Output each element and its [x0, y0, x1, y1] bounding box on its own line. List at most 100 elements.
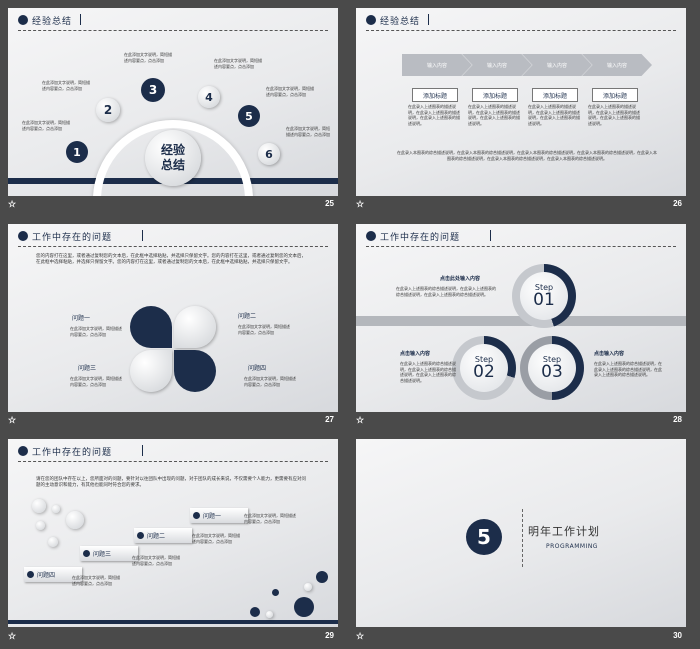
decor-dot — [316, 571, 328, 583]
step-circle-1: 1 — [66, 141, 88, 163]
caption-6: 在此添加文字说明，简短描述内容要点，点击添加 — [286, 126, 330, 137]
step-desc-2: 在此录入上述图表的综合描述说明，在此录入上述图表的综合描述说明，在此录入上述图表… — [400, 361, 456, 383]
chevron-4: 输入内容 — [582, 54, 652, 76]
column-text-1: 在此录入上述图表的描述说明，在此录入上述图表的描述说明，在此录入上述图表的描述说… — [408, 104, 460, 126]
add-title-2: 添加标题 — [472, 88, 518, 102]
star-icon: ☆ — [356, 199, 365, 209]
slide-number: 25 — [325, 199, 334, 208]
intro-text: 您的内容打在这里，或者通过复制您的文本后，在此框中选择粘贴，并选择只保留文字。您… — [36, 254, 306, 265]
problem-1: 问题一 — [72, 315, 91, 322]
decor-bubble — [266, 611, 273, 618]
decor-dot — [250, 607, 260, 617]
problem-caption-3: 在此添加文字说明，简短描述内容要点，点击添加 — [132, 555, 180, 566]
slide-thumbnail-28[interactable]: 工作中存在的问题 Step 01 Step 02 Step 03 点击此处输入内容 在… — [356, 224, 686, 412]
slide-number: 27 — [325, 415, 334, 424]
slide-number: 30 — [673, 631, 682, 640]
step-circle-3: 3 — [141, 78, 165, 102]
add-title-3: 添加标题 — [532, 88, 578, 102]
section-number-circle: 5 — [466, 519, 502, 555]
header-dot-icon — [366, 15, 376, 25]
quad-bottom-right — [174, 350, 216, 392]
center-circle: 经验 总结 — [145, 130, 201, 186]
add-title-1: 添加标题 — [412, 88, 458, 102]
slide-strip-29: ☆ 29 — [8, 630, 338, 644]
slide-thumbnail-29[interactable]: 工作中存在的问题 请在您的团队中存在以上，您所面对的问题，要针对以往团队中出现的… — [8, 439, 338, 627]
slide-number: 28 — [673, 415, 682, 424]
slide-title: 工作中存在的问题 — [32, 448, 113, 458]
star-icon: ☆ — [356, 415, 365, 425]
bottom-bar — [8, 620, 338, 624]
decor-bubble — [32, 499, 46, 513]
problem-tag-2: 问题二 — [134, 528, 192, 543]
section-divider — [522, 509, 523, 567]
slide-strip-28: ☆ 28 — [356, 414, 686, 428]
add-title-4: 添加标题 — [592, 88, 638, 102]
slide-thumbnail-26[interactable]: 经验总结 输入内容 输入内容 输入内容 输入内容 添加标题 添加标题 添加标题 … — [356, 8, 686, 196]
slide-strip-27: ☆ 27 — [8, 414, 338, 428]
problem-tag-4: 问题四 — [24, 567, 82, 582]
column-text-2: 在此录入上述图表的描述说明，在此录入上述图表的描述说明，在此录入上述图表的描述说… — [468, 104, 520, 126]
decor-bubble — [66, 511, 84, 529]
caption-4: 在此添加文字说明，简短描述内容要点，点击添加 — [214, 58, 262, 69]
problem-tag-1: 问题一 — [190, 508, 248, 523]
step-heading-1: 点击此处输入内容 — [440, 276, 481, 282]
slide-title: 工作中存在的问题 — [380, 233, 461, 243]
slide-title: 工作中存在的问题 — [32, 233, 113, 243]
step-heading-3: 点击输入内容 — [594, 351, 625, 357]
problem-tag-3: 问题三 — [80, 546, 138, 561]
star-icon: ☆ — [8, 631, 17, 641]
caption-3: 在此添加文字说明，简短描述内容要点，点击添加 — [124, 52, 172, 63]
step-circle-2: Step 02 — [460, 344, 508, 392]
intro-text: 请在您的团队中存在以上，您所面对的问题，要针对以往团队中出现的问题，对于团队的成… — [36, 477, 306, 488]
step-desc-3: 在此录入上述图表的综合描述说明，在此录入上述图表的综合描述说明，在此录入上述图表… — [594, 361, 662, 377]
section-title: 明年工作计划 — [528, 525, 600, 538]
quad-bottom-left — [130, 350, 172, 392]
star-icon: ☆ — [356, 631, 365, 641]
decor-dot — [294, 597, 314, 617]
problem-caption-2: 在此添加文字说明，简短描述内容要点，点击添加 — [192, 533, 240, 544]
star-icon: ☆ — [8, 199, 17, 209]
header-dot-icon — [18, 231, 28, 241]
section-subtitle: PROGRAMMING — [546, 543, 598, 550]
slide-strip-26: ☆ 26 — [356, 198, 686, 212]
column-text-4: 在此录入上述图表的描述说明，在此录入上述图表的描述说明，在此录入上述图表的描述说… — [588, 104, 640, 126]
problem-caption-2: 在此添加文字说明，简短描述内容要点，点击添加 — [238, 324, 290, 335]
header-dot-icon — [18, 15, 28, 25]
star-icon: ☆ — [8, 415, 17, 425]
quad-top-left — [130, 306, 172, 348]
slide-title: 经验总结 — [380, 17, 421, 27]
problem-caption-4: 在此添加文字说明，简短描述内容要点，点击添加 — [72, 575, 120, 586]
step-circle-3: Step 03 — [528, 344, 576, 392]
problem-caption-4: 在此添加文字说明，简短描述内容要点，点击添加 — [244, 376, 296, 387]
step-circle-6: 6 — [258, 143, 280, 165]
slide-strip-25: ☆ 25 — [8, 198, 338, 212]
quad-top-right — [174, 306, 216, 348]
divider-band — [356, 316, 686, 326]
slide-thumbnail-30[interactable]: 5 明年工作计划 PROGRAMMING — [356, 439, 686, 627]
header-dot-icon — [366, 231, 376, 241]
slide-title: 经验总结 — [32, 17, 73, 27]
slide-thumbnail-25[interactable]: 经验总结 经验 总结 1 2 3 4 5 6 在此添加文字说明，简短描述内容要点，… — [8, 8, 338, 196]
problem-caption-1: 在此添加文字说明，简短描述内容要点，点击添加 — [244, 513, 296, 524]
caption-1: 在此添加文字说明，简短描述内容要点，点击添加 — [22, 120, 70, 131]
decor-bubble — [52, 505, 60, 513]
header-dot-icon — [18, 446, 28, 456]
problem-3: 问题三 — [78, 365, 97, 372]
bottom-summary: 在此录入本图表的综合描述说明，在此录入本图表的综合描述说明，在此录入本图表的综合… — [397, 150, 657, 161]
problem-caption-3: 在此添加文字说明，简短描述内容要点，点击添加 — [70, 376, 122, 387]
slide-strip-30: ☆ 30 — [356, 630, 686, 644]
problem-4: 问题四 — [248, 365, 267, 372]
step-desc-1: 在此录入上述图表的综合描述说明，在此录入上述图表的综合描述说明，在此录入上述图表… — [396, 286, 496, 297]
decor-dot — [272, 589, 279, 596]
slide-thumbnail-27[interactable]: 工作中存在的问题 您的内容打在这里，或者通过复制您的文本后，在此框中选择粘贴，并… — [8, 224, 338, 412]
step-circle-5: 5 — [238, 105, 260, 127]
chevron-3: 输入内容 — [522, 54, 592, 76]
decor-bubble — [36, 521, 45, 530]
chevron-2: 输入内容 — [462, 54, 532, 76]
chevron-1: 输入内容 — [402, 54, 472, 76]
slide-number: 29 — [325, 631, 334, 640]
problem-caption-1: 在此添加文字说明，简短描述内容要点，点击添加 — [70, 326, 122, 337]
column-text-3: 在此录入上述图表的描述说明，在此录入上述图表的描述说明，在此录入上述图表的描述说… — [528, 104, 580, 126]
slide-number: 26 — [673, 199, 682, 208]
decor-bubble — [48, 537, 58, 547]
